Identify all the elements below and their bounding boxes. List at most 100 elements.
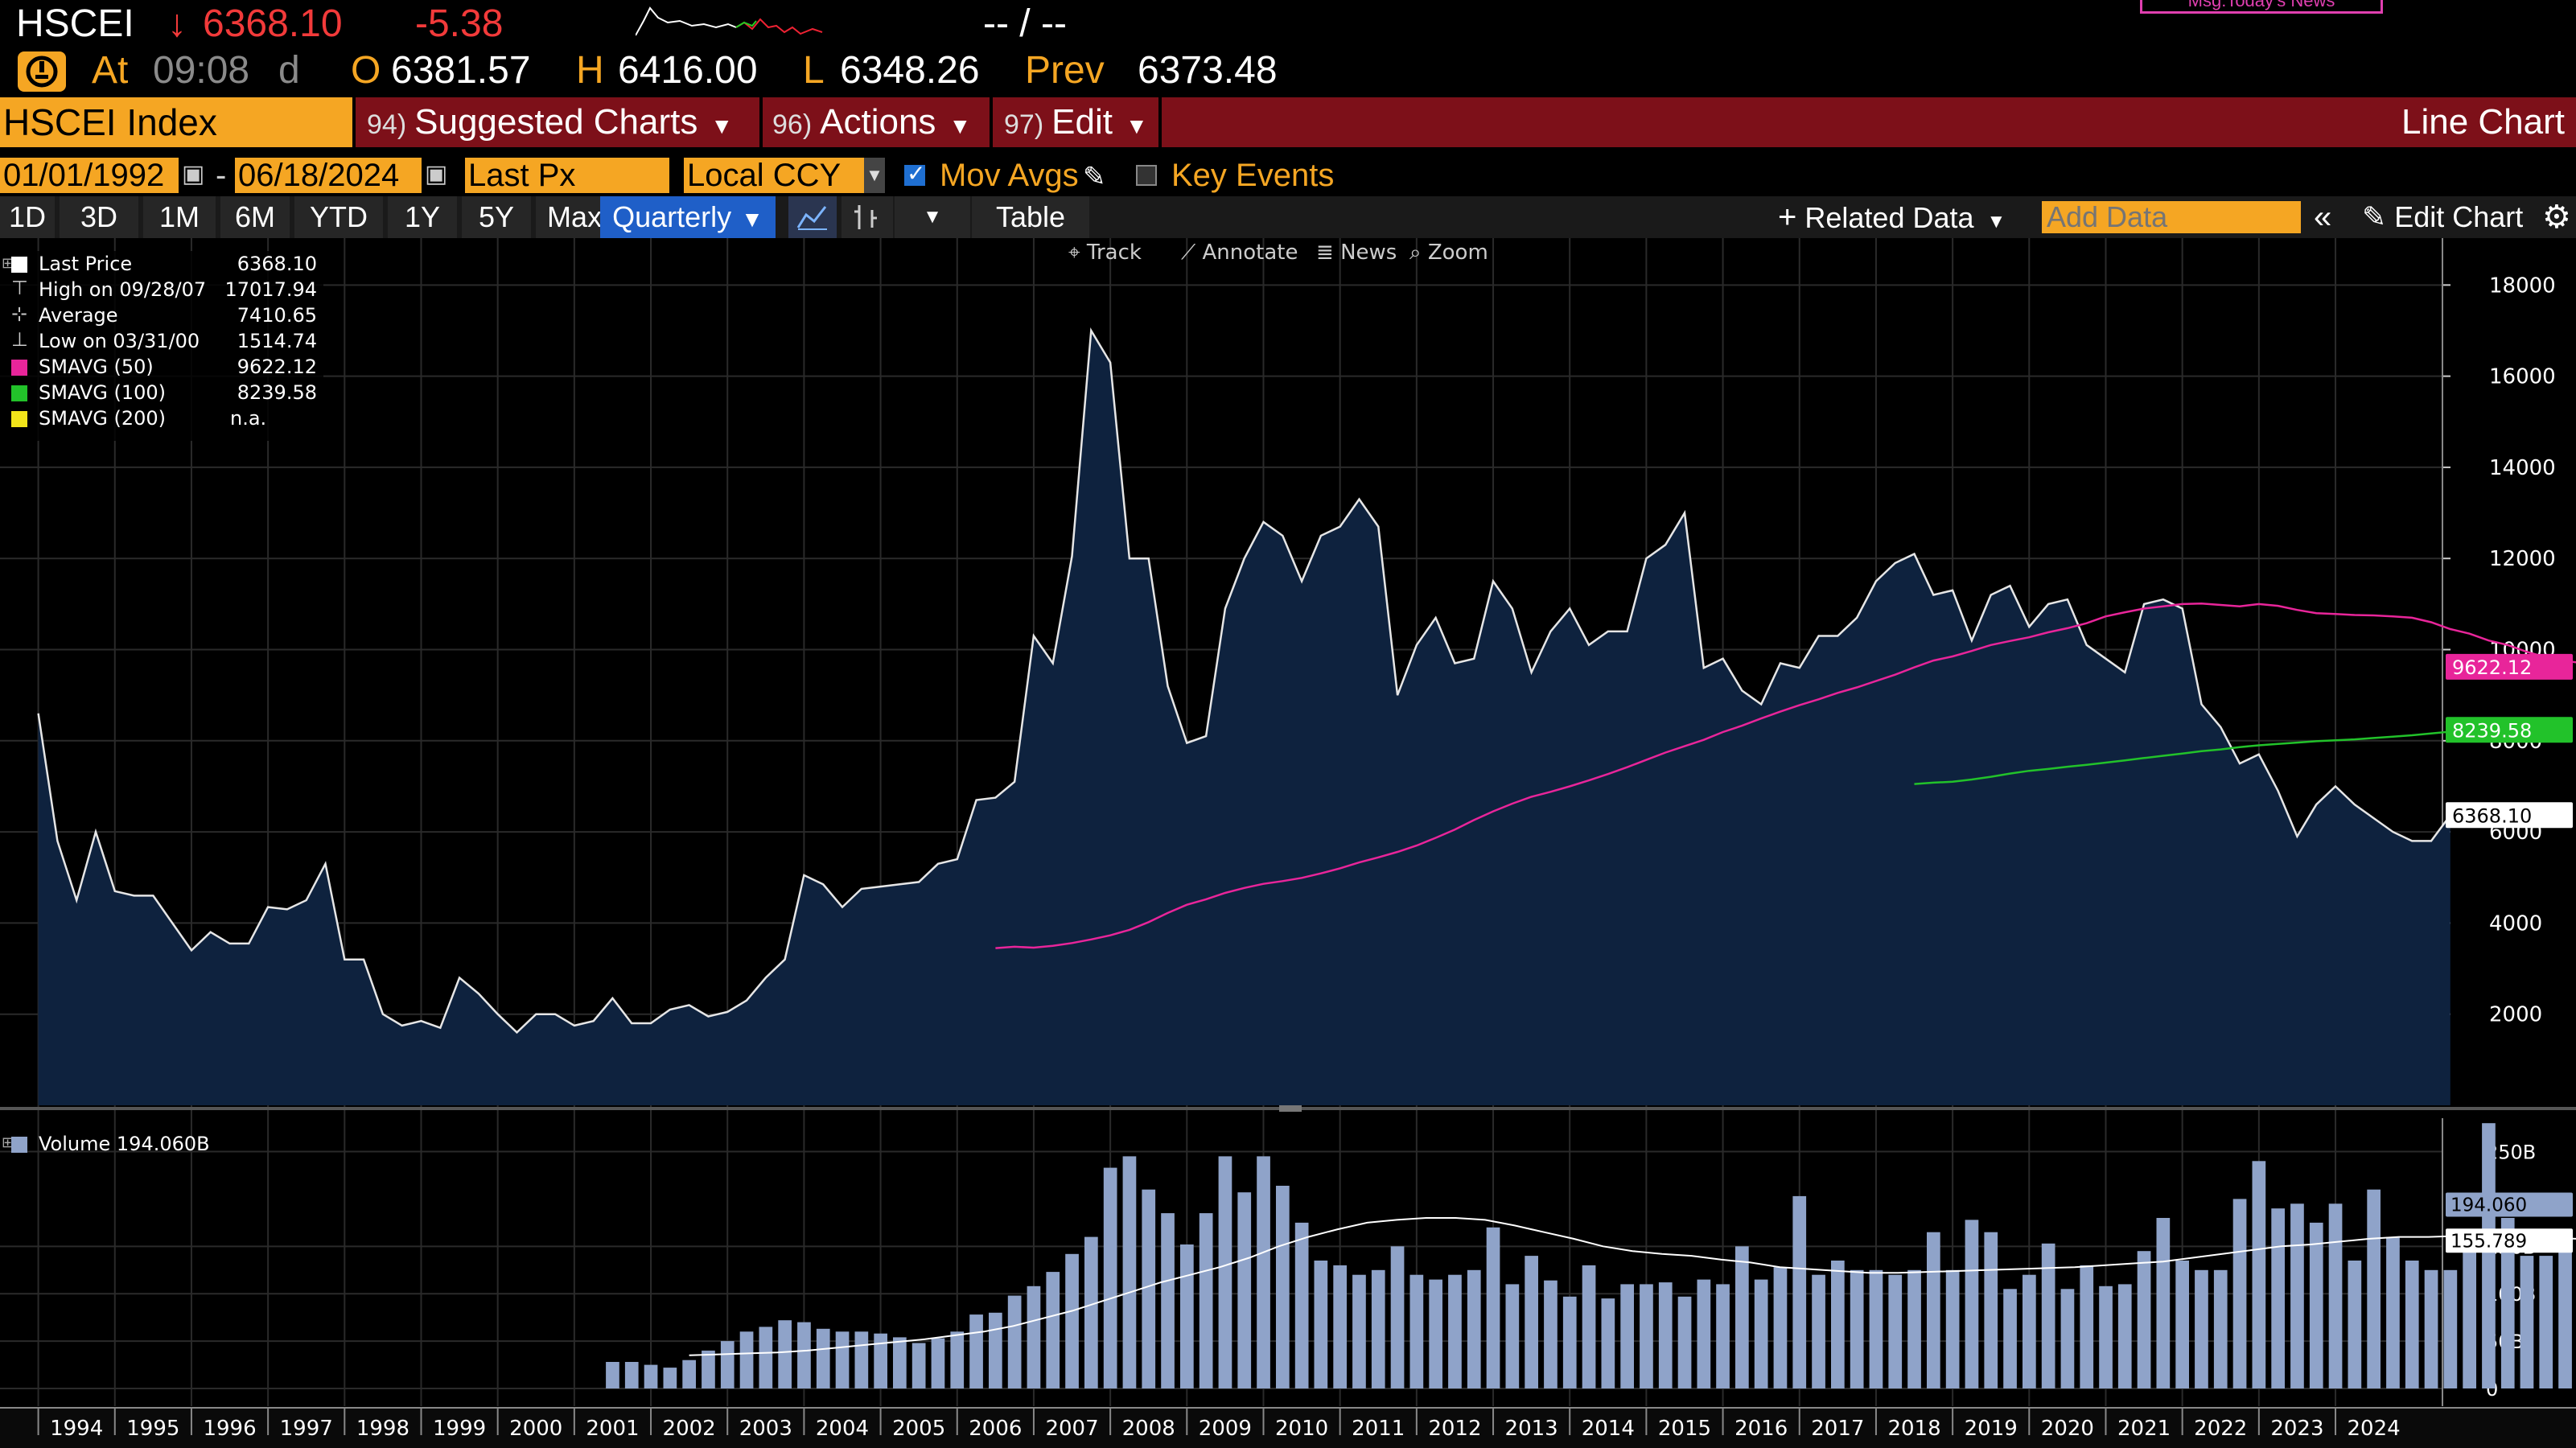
suggested-charts-menu[interactable]: 94) Suggested Charts ▼	[367, 97, 733, 147]
legend-row-last-price[interactable]: ⊞ Last Price 6368.10	[0, 251, 323, 277]
range-1m[interactable]: 1M	[143, 196, 216, 238]
volume-bar[interactable]	[1505, 1284, 1520, 1388]
volume-bar[interactable]	[1716, 1284, 1730, 1388]
volume-bar[interactable]	[1525, 1256, 1538, 1388]
volume-bar[interactable]	[2482, 1123, 2496, 1388]
chart-type-label[interactable]: Line Chart	[2401, 102, 2565, 142]
volume-bar[interactable]	[2195, 1269, 2208, 1388]
volume-bar[interactable]	[778, 1320, 792, 1388]
volume-bar[interactable]	[1467, 1269, 1481, 1388]
volume-bar[interactable]	[1582, 1265, 1596, 1388]
field-select[interactable]: Last Px	[465, 158, 669, 193]
volume-bar[interactable]	[1965, 1220, 1979, 1388]
related-data-button[interactable]: + Related Data ▼	[1778, 196, 2006, 238]
volume-bar[interactable]	[1735, 1246, 1749, 1388]
volume-bar[interactable]	[624, 1362, 639, 1388]
volume-bar[interactable]	[1888, 1274, 1903, 1388]
chevron-down-icon[interactable]: ▼	[864, 158, 885, 193]
volume-bar[interactable]	[2367, 1189, 2381, 1388]
key-events-checkbox[interactable]	[1136, 165, 1157, 186]
volume-bar[interactable]	[874, 1333, 887, 1388]
volume-bar[interactable]	[1945, 1269, 1960, 1388]
range-1y[interactable]: 1Y	[388, 196, 457, 238]
volume-bar[interactable]	[2156, 1218, 2171, 1388]
volume-bar[interactable]	[2500, 1218, 2515, 1388]
volume-bar[interactable]	[2520, 1256, 2534, 1388]
volume-bar[interactable]	[2271, 1208, 2285, 1388]
volume-bar[interactable]	[1371, 1269, 1385, 1388]
period-select[interactable]: Quarterly ▼	[600, 196, 776, 238]
volume-bar[interactable]	[606, 1362, 619, 1388]
legend-row-smavg-100[interactable]: SMAVG (100) 8239.58	[0, 380, 323, 405]
volume-bar[interactable]	[2424, 1269, 2438, 1388]
volume-bar[interactable]	[1486, 1227, 1500, 1388]
gear-icon[interactable]: ⚙	[2542, 200, 2571, 235]
legend-row-smavg-200[interactable]: SMAVG (200) n.a.	[0, 405, 323, 431]
volume-bar[interactable]	[1007, 1295, 1022, 1388]
volume-bar[interactable]	[1984, 1232, 1998, 1388]
volume-bar[interactable]	[1812, 1274, 1825, 1388]
volume-bar[interactable]	[2099, 1286, 2113, 1388]
volume-bar[interactable]	[1142, 1189, 1156, 1388]
volume-bar[interactable]	[2175, 1261, 2189, 1388]
volume-bar[interactable]	[1677, 1296, 1692, 1388]
volume-bar[interactable]	[1065, 1253, 1079, 1388]
security-input[interactable]: HSCEI Index	[0, 97, 352, 147]
legend-row-smavg-50[interactable]: SMAVG (50) 9622.12	[0, 354, 323, 380]
volume-bar[interactable]	[1046, 1272, 1060, 1388]
expand-icon[interactable]: ⊞	[2, 255, 14, 272]
volume-bar[interactable]	[1831, 1261, 1845, 1388]
volume-bar[interactable]	[1773, 1267, 1788, 1388]
news-tool[interactable]: ≣ News	[1316, 241, 1397, 265]
volume-bar[interactable]	[2060, 1289, 2075, 1388]
legend-row-low[interactable]: ⊥ Low on 03/31/00 1514.74	[0, 328, 323, 354]
calendar-icon[interactable]: ▣	[425, 161, 448, 187]
volume-bar[interactable]	[2328, 1203, 2343, 1388]
legend-row-high[interactable]: ⊤ High on 09/28/07 17017.94	[0, 277, 323, 302]
volume-bar[interactable]	[1276, 1186, 1290, 1388]
volume-bar[interactable]	[1907, 1269, 1921, 1388]
track-tool[interactable]: ⌖ Track	[1068, 241, 1142, 265]
volume-bar[interactable]	[854, 1331, 869, 1388]
volume-bar[interactable]	[2539, 1256, 2553, 1388]
volume-bar[interactable]	[1927, 1232, 1940, 1388]
volume-legend[interactable]: ⊞ Volume 194.060B	[0, 1131, 233, 1158]
volume-bar[interactable]	[2137, 1251, 2151, 1388]
volume-bar[interactable]	[893, 1337, 907, 1388]
volume-bar[interactable]	[2443, 1269, 2458, 1388]
news-badge[interactable]: Msg:Today's News	[2140, 0, 2383, 14]
volume-bar[interactable]	[1640, 1284, 1653, 1388]
line-chart-icon[interactable]	[788, 196, 837, 238]
volume-bar[interactable]	[1218, 1156, 1232, 1388]
legend-row-average[interactable]: ⊹ Average 7410.65	[0, 302, 323, 328]
volume-bar[interactable]	[2405, 1261, 2419, 1388]
volume-bar[interactable]	[1390, 1246, 1405, 1388]
start-date-input[interactable]: 01/01/1992	[0, 158, 179, 193]
smavg-50-line[interactable]	[995, 603, 2576, 949]
volume-bar[interactable]	[969, 1314, 983, 1388]
volume-bar[interactable]	[816, 1328, 830, 1388]
volume-bar[interactable]	[2232, 1199, 2247, 1388]
key-events-label[interactable]: Key Events	[1171, 158, 1335, 193]
volume-bar[interactable]	[2003, 1289, 2017, 1388]
volume-bar[interactable]	[1103, 1167, 1117, 1388]
volume-bar[interactable]	[1409, 1274, 1424, 1388]
volume-bar[interactable]	[682, 1360, 696, 1388]
range-6m[interactable]: 6M	[220, 196, 290, 238]
volume-bar[interactable]	[989, 1312, 1002, 1388]
bar-chart-icon[interactable]	[842, 196, 893, 238]
volume-bar[interactable]	[1754, 1279, 1768, 1388]
volume-bar[interactable]	[1544, 1280, 1558, 1388]
volume-bar[interactable]	[2348, 1261, 2362, 1388]
volume-bar[interactable]	[931, 1338, 945, 1388]
volume-bar[interactable]	[2041, 1243, 2055, 1388]
chart-area[interactable]: 2000400060008000100001200014000160001800…	[0, 238, 2576, 1448]
volume-bar[interactable]	[797, 1322, 811, 1388]
volume-bar[interactable]	[1237, 1192, 1252, 1388]
volume-bar[interactable]	[2558, 1251, 2572, 1388]
volume-bar[interactable]	[2252, 1161, 2266, 1388]
volume-bar[interactable]	[911, 1343, 926, 1389]
volume-bar[interactable]	[2117, 1284, 2132, 1388]
range-ytd[interactable]: YTD	[294, 196, 383, 238]
volume-bar[interactable]	[1658, 1282, 1673, 1388]
